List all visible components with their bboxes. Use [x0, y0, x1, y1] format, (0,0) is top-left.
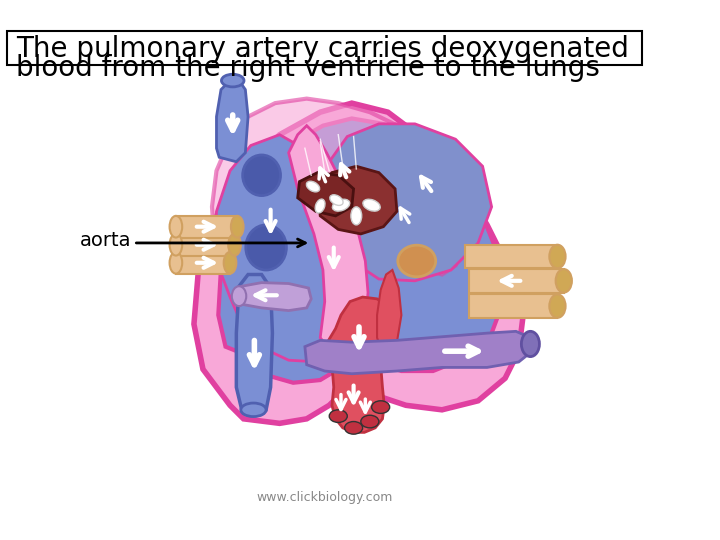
Polygon shape — [469, 269, 564, 293]
Text: The pulmonary artery carries deoxygenated: The pulmonary artery carries deoxygenate… — [17, 36, 629, 64]
Text: aorta: aorta — [79, 231, 131, 249]
Ellipse shape — [521, 332, 539, 356]
Text: www.clickbiology.com: www.clickbiology.com — [256, 491, 393, 504]
Polygon shape — [325, 124, 492, 281]
Ellipse shape — [397, 245, 436, 277]
FancyBboxPatch shape — [7, 31, 642, 65]
Polygon shape — [212, 99, 464, 276]
Ellipse shape — [307, 181, 320, 192]
Polygon shape — [176, 252, 230, 274]
Polygon shape — [305, 332, 532, 374]
Polygon shape — [377, 270, 402, 356]
Ellipse shape — [345, 422, 363, 434]
Ellipse shape — [333, 199, 350, 211]
Text: blood from the right ventricle to the lungs: blood from the right ventricle to the lu… — [17, 53, 600, 82]
Ellipse shape — [228, 234, 241, 255]
Polygon shape — [176, 216, 237, 238]
Polygon shape — [194, 103, 523, 423]
Polygon shape — [289, 126, 368, 356]
Ellipse shape — [363, 199, 380, 211]
Ellipse shape — [549, 294, 566, 318]
Ellipse shape — [315, 199, 325, 213]
Ellipse shape — [222, 75, 244, 87]
Polygon shape — [318, 166, 397, 234]
Polygon shape — [217, 80, 248, 162]
Polygon shape — [325, 297, 392, 433]
Ellipse shape — [549, 245, 566, 268]
Polygon shape — [218, 118, 503, 383]
Polygon shape — [469, 294, 557, 318]
Polygon shape — [464, 245, 557, 268]
Ellipse shape — [232, 286, 246, 306]
Ellipse shape — [556, 269, 572, 293]
Polygon shape — [239, 282, 311, 310]
Ellipse shape — [330, 195, 343, 205]
Ellipse shape — [246, 225, 287, 270]
Ellipse shape — [361, 415, 379, 428]
Polygon shape — [297, 173, 354, 216]
Ellipse shape — [351, 207, 361, 225]
Ellipse shape — [372, 401, 390, 414]
Polygon shape — [215, 134, 354, 362]
Ellipse shape — [329, 410, 347, 422]
Ellipse shape — [170, 216, 182, 238]
Polygon shape — [176, 234, 235, 255]
Ellipse shape — [170, 252, 182, 274]
Ellipse shape — [224, 252, 236, 274]
Ellipse shape — [170, 234, 182, 255]
Polygon shape — [236, 274, 272, 410]
Ellipse shape — [241, 403, 266, 416]
Ellipse shape — [231, 216, 243, 238]
Ellipse shape — [243, 155, 281, 195]
